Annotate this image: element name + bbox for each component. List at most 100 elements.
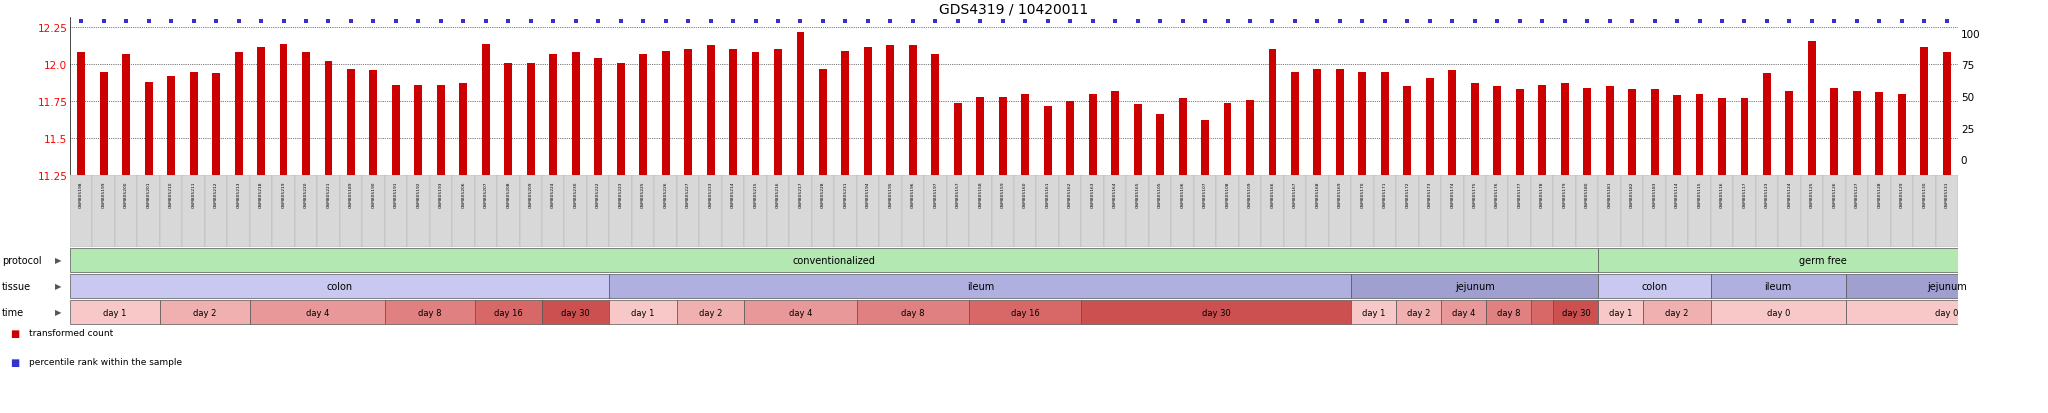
Bar [1358,72,1366,176]
Point [1436,18,1468,25]
Bar [1898,95,1907,176]
Text: ileum: ileum [967,281,993,291]
Point [1819,18,1851,25]
Bar [1171,176,1194,247]
Text: GSM805168: GSM805168 [1315,180,1319,207]
Point [1120,18,1153,25]
Bar [182,176,205,247]
Point [266,18,299,25]
Bar [1245,100,1253,176]
Bar [1890,176,1913,247]
Bar [1532,176,1554,247]
Bar [1853,92,1862,176]
Bar [571,53,580,176]
Text: day 2: day 2 [1665,308,1690,317]
Text: GSM805158: GSM805158 [979,180,983,207]
Text: GSM805221: GSM805221 [326,180,330,207]
Bar [1448,71,1456,176]
Bar [459,84,467,176]
Point [1503,18,1536,25]
Bar [1561,84,1569,176]
Point [717,18,750,25]
Bar [610,274,1352,299]
Bar [1831,89,1839,176]
Text: colon: colon [1642,281,1667,291]
Bar [1554,176,1575,247]
Bar [1845,274,2048,299]
Text: GSM805195: GSM805195 [889,180,893,207]
Point [1458,18,1491,25]
Bar [70,176,92,247]
Bar [1442,300,1487,325]
Text: GSM805207: GSM805207 [483,180,487,207]
Point [1368,18,1401,25]
Text: GSM805197: GSM805197 [934,180,938,207]
Bar [1800,176,1823,247]
Point [829,18,862,25]
Bar [721,176,743,247]
Bar [1868,176,1890,247]
Text: GSM805216: GSM805216 [776,180,780,207]
Text: day 1: day 1 [102,308,127,317]
Point [1661,18,1694,25]
Point [1593,18,1626,25]
Bar [1022,95,1030,176]
Text: GSM805161: GSM805161 [1047,180,1051,207]
Bar [1014,176,1036,247]
Text: GSM805123: GSM805123 [1765,180,1769,207]
Point [1548,18,1581,25]
Point [582,18,614,25]
Bar [414,86,422,176]
Bar [1944,53,1950,176]
Text: day 8: day 8 [1497,308,1520,317]
Bar [1217,176,1239,247]
Bar [1180,99,1186,176]
Text: GSM805127: GSM805127 [1855,180,1860,207]
Text: GSM805228: GSM805228 [821,180,825,207]
Bar [901,176,924,247]
Text: day 4: day 4 [305,308,330,317]
Bar [1352,274,1597,299]
Text: colon: colon [326,281,352,291]
Bar [1487,176,1509,247]
Bar [1620,176,1642,247]
Bar [1516,90,1524,176]
Text: GSM805193: GSM805193 [438,180,442,207]
Bar [1425,78,1434,176]
Bar [1651,90,1659,176]
Bar [362,176,385,247]
Bar [969,176,991,247]
Bar [1081,300,1352,325]
Bar [526,64,535,176]
Text: time: time [2,307,25,317]
Text: GSM805174: GSM805174 [1450,180,1454,207]
Bar [1223,103,1231,176]
Text: ■: ■ [10,357,20,367]
Bar [819,69,827,176]
Bar [1262,176,1284,247]
Text: GSM805227: GSM805227 [686,180,690,207]
Text: day 8: day 8 [901,308,924,317]
Text: GSM805233: GSM805233 [709,180,713,207]
Point [649,18,682,25]
Bar [250,300,385,325]
Bar [1067,102,1073,176]
Bar [1733,176,1755,247]
Point [739,18,772,25]
Point [604,18,637,25]
Point [133,18,166,25]
Point [1616,18,1649,25]
Bar [70,300,160,325]
Point [897,18,930,25]
Bar [1597,274,1710,299]
Bar [834,176,856,247]
Point [920,18,952,25]
Bar [1090,95,1096,176]
Bar [633,176,655,247]
Point [1909,18,1942,25]
Point [221,18,254,25]
Bar [676,300,743,325]
Text: GSM805166: GSM805166 [1270,180,1274,207]
Bar [676,176,698,247]
Text: GSM805131: GSM805131 [1946,180,1950,207]
